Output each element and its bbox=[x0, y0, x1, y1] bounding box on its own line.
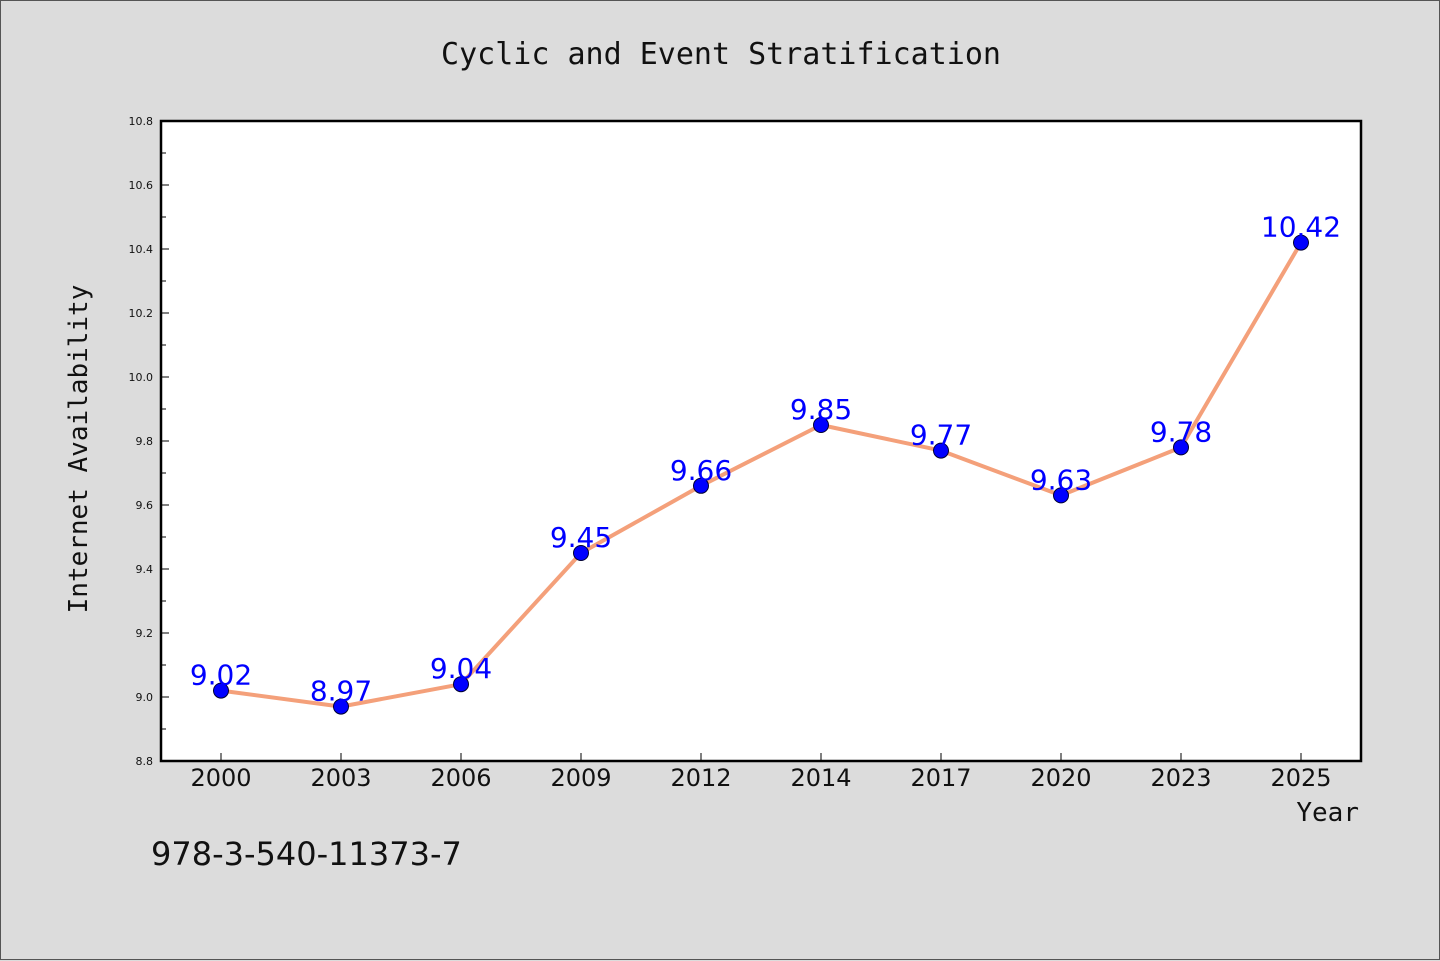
x-tick-label: 2009 bbox=[550, 764, 611, 792]
x-tick-label: 2003 bbox=[310, 764, 371, 792]
data-label: 9.02 bbox=[190, 659, 252, 692]
data-labels: 9.02 8.97 9.04 9.45 9.66 9.85 9.77 9.63 9.78 10.4… bbox=[190, 211, 1341, 708]
data-label: 9.45 bbox=[550, 521, 612, 554]
y-tick-label: 9.0 bbox=[136, 691, 154, 704]
y-tick-label: 9.8 bbox=[136, 435, 154, 448]
data-point bbox=[333, 698, 349, 715]
y-tick-label: 10.6 bbox=[129, 179, 154, 192]
data-label: 10.42 bbox=[1261, 211, 1341, 244]
data-label: 9.04 bbox=[430, 652, 492, 685]
series-line bbox=[220, 241, 1303, 709]
y-tick-label: 10.4 bbox=[129, 243, 154, 256]
chart-title: Cyclic and Event Stratification bbox=[441, 37, 1001, 72]
data-point bbox=[1053, 487, 1069, 504]
data-point bbox=[573, 545, 589, 561]
y-axis-label: Internet Availability bbox=[64, 285, 94, 614]
y-tick-label: 9.4 bbox=[136, 563, 154, 576]
y-tick-label: 9.6 bbox=[136, 499, 154, 512]
series-group bbox=[213, 234, 1309, 715]
x-tick-label: 2014 bbox=[790, 764, 851, 792]
x-tick-label: 2006 bbox=[430, 764, 491, 792]
data-point bbox=[213, 682, 229, 699]
y-tick-label: 8.8 bbox=[136, 755, 154, 768]
data-point bbox=[693, 477, 709, 494]
x-tick-label: 2020 bbox=[1030, 764, 1091, 792]
x-tick-label: 2012 bbox=[670, 764, 731, 792]
data-point bbox=[933, 442, 949, 459]
data-label: 9.85 bbox=[790, 393, 852, 426]
data-point bbox=[453, 676, 469, 693]
data-point bbox=[813, 417, 829, 433]
data-label: 9.66 bbox=[670, 454, 732, 487]
data-label: 9.78 bbox=[1150, 415, 1212, 448]
data-label: 9.63 bbox=[1030, 463, 1092, 496]
data-label: 8.97 bbox=[310, 675, 372, 708]
x-axis-label: Year bbox=[1296, 798, 1359, 828]
data-label: 9.77 bbox=[910, 419, 972, 452]
y-tick-label: 10.2 bbox=[129, 307, 154, 320]
plot-area bbox=[159, 119, 1363, 763]
data-point bbox=[1293, 234, 1309, 251]
y-tick-label: 10.8 bbox=[129, 115, 154, 128]
y-tick-label: 10.0 bbox=[129, 371, 154, 384]
x-tick-label: 2017 bbox=[910, 764, 971, 792]
x-tick-label: 2023 bbox=[1150, 764, 1211, 792]
x-tick-label: 2000 bbox=[190, 764, 251, 792]
y-axis: 8.8 9.0 9.2 9.4 9.6 9.8 10.0 10.2 10.4 10.6 10.8 bbox=[129, 115, 169, 768]
x-tick-label: 2025 bbox=[1270, 764, 1331, 792]
data-point bbox=[1173, 439, 1189, 456]
y-tick-label: 9.2 bbox=[136, 627, 154, 640]
x-axis: 2000 2003 2006 2009 2012 2014 2017 2020 2023 2025 bbox=[190, 753, 1332, 792]
isbn-annotation: 978-3-540-11373-7 bbox=[151, 835, 462, 873]
